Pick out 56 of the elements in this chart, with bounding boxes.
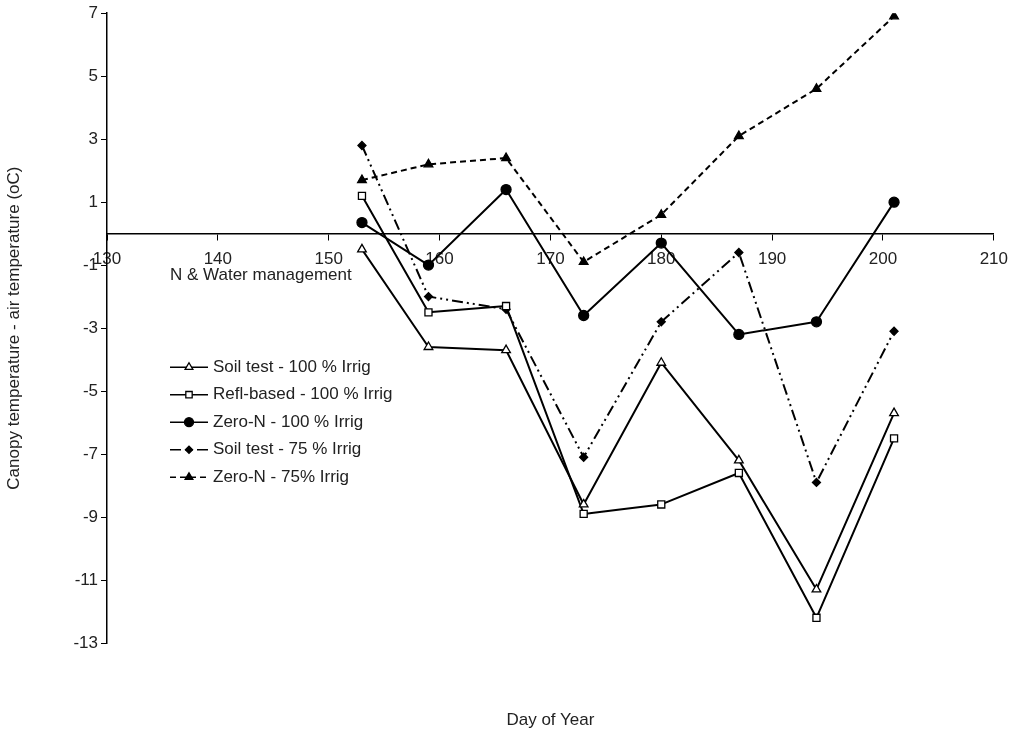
point	[423, 158, 434, 168]
y-tick-label: -13	[73, 632, 98, 652]
point	[356, 243, 367, 253]
point	[357, 191, 367, 201]
y-tick-label: 1	[88, 191, 98, 211]
point	[579, 452, 589, 462]
point	[811, 83, 822, 92]
point	[578, 309, 590, 322]
point	[423, 291, 434, 302]
point	[811, 477, 822, 488]
y-axis-title: Canopy temperature - air temperature (oC)	[3, 166, 23, 490]
point	[356, 216, 368, 229]
x-tick-label: 200	[868, 248, 898, 268]
y-tick-label: -11	[74, 569, 98, 589]
legend-label: Soil test - 75 % Irrig	[213, 439, 362, 459]
legend-label: Zero-N - 75% Irrig	[213, 466, 350, 486]
x-tick-label: 210	[979, 248, 1009, 268]
point	[733, 454, 744, 464]
point	[734, 247, 744, 258]
legend-label: Refl-based - 100 % Irrig	[213, 384, 393, 404]
point	[889, 326, 899, 336]
legend-label: Zero-N - 100 % Irrig	[213, 411, 364, 431]
point	[578, 256, 589, 266]
point	[501, 344, 512, 354]
point	[733, 130, 744, 140]
point	[734, 468, 744, 478]
point	[656, 209, 667, 218]
point	[889, 407, 900, 417]
point	[889, 434, 899, 443]
point	[656, 357, 667, 366]
y-tick-label: 7	[88, 2, 98, 22]
point	[424, 308, 433, 317]
point	[356, 174, 367, 184]
point	[812, 613, 821, 622]
point	[423, 341, 434, 351]
point	[656, 317, 666, 327]
point	[811, 583, 822, 593]
y-tick-label: -5	[82, 380, 98, 400]
y-tick-label: -7	[82, 443, 98, 463]
y-tick-label: -3	[82, 317, 98, 337]
point	[578, 498, 589, 508]
y-tick-label: 5	[88, 65, 98, 85]
point	[888, 196, 900, 208]
x-tick-label: 190	[757, 248, 787, 268]
point	[733, 328, 745, 341]
point	[810, 316, 823, 328]
y-tick-label: -9	[82, 506, 98, 526]
point	[655, 237, 667, 249]
point	[579, 509, 588, 519]
point	[657, 500, 666, 509]
legend-label: Soil test - 100 % Irrig	[213, 356, 371, 376]
point	[501, 152, 512, 162]
y-tick-label: 3	[88, 128, 98, 148]
x-axis-title: Day of Year	[506, 709, 595, 729]
point	[357, 140, 367, 151]
point	[500, 183, 512, 196]
